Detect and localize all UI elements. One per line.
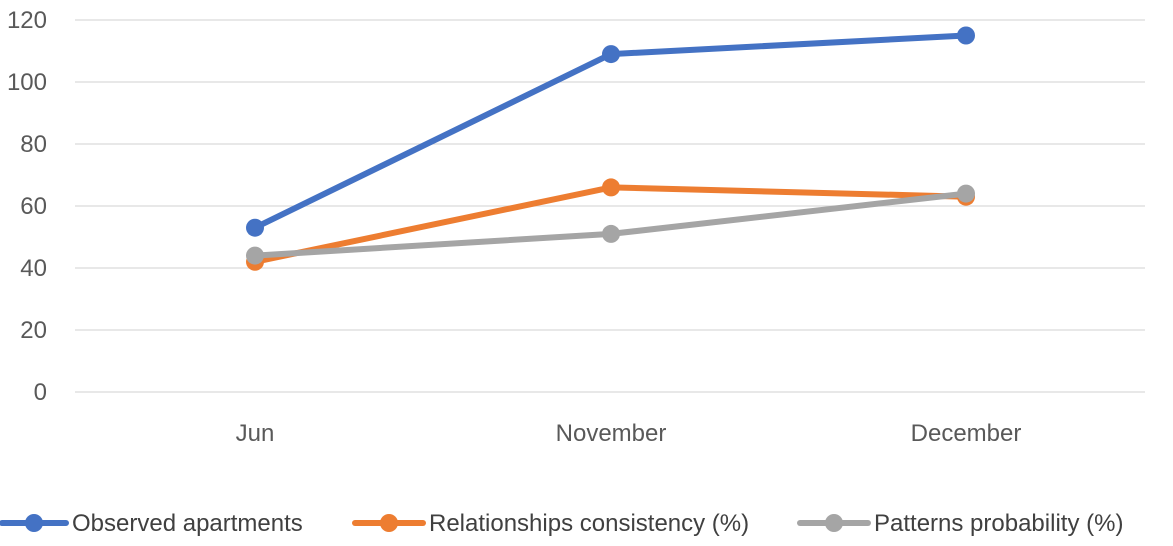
x-tick-label: December xyxy=(911,420,1022,447)
y-tick-label: 20 xyxy=(20,317,47,344)
y-tick-label: 60 xyxy=(20,193,47,220)
y-tick-label: 0 xyxy=(34,379,47,406)
y-tick-label: 80 xyxy=(20,131,47,158)
data-point xyxy=(957,184,975,203)
legend: Observed apartments Relationships consist… xyxy=(0,510,1123,537)
series-0 xyxy=(246,26,975,237)
legend-item: Relationships consistency (%) xyxy=(352,510,749,537)
legend-label: Patterns probability (%) xyxy=(874,510,1123,537)
y-tick-label: 120 xyxy=(7,7,47,34)
data-point xyxy=(602,178,620,197)
x-axis: Jun November December xyxy=(236,420,1022,447)
series-2 xyxy=(246,184,975,265)
data-point xyxy=(246,218,264,237)
legend-swatch-marker xyxy=(25,514,43,532)
x-tick-label: November xyxy=(556,420,667,447)
legend-swatch-marker xyxy=(825,514,843,532)
gridlines xyxy=(75,19,1145,393)
legend-item: Observed apartments xyxy=(0,510,303,537)
data-point xyxy=(602,45,620,64)
series-line xyxy=(252,190,969,259)
data-point xyxy=(246,246,264,265)
series-line xyxy=(252,32,969,231)
data-point xyxy=(957,26,975,45)
legend-item: Patterns probability (%) xyxy=(797,510,1123,537)
data-point xyxy=(602,224,620,243)
y-tick-label: 40 xyxy=(20,255,47,282)
legend-label: Observed apartments xyxy=(72,510,303,537)
series-group xyxy=(246,26,975,271)
series-1 xyxy=(246,178,975,271)
y-tick-label: 100 xyxy=(7,69,47,96)
y-axis: 0 20 40 60 80 100 120 xyxy=(7,7,47,406)
x-tick-label: Jun xyxy=(236,420,275,447)
legend-label: Relationships consistency (%) xyxy=(429,510,749,537)
legend-swatch-marker xyxy=(380,514,398,532)
